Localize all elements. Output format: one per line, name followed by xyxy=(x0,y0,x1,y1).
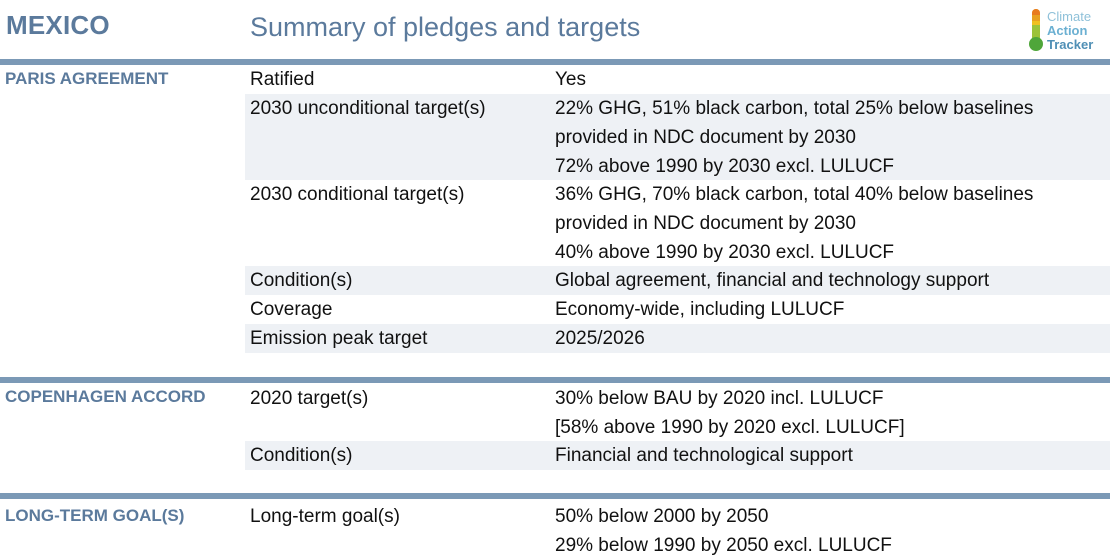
row-value-line: 36% GHG, 70% black carbon, total 40% bel… xyxy=(555,184,1034,205)
row-value: 22% GHG, 51% black carbon, total 25% bel… xyxy=(555,94,1033,181)
row-label: 2020 target(s) xyxy=(250,388,369,409)
row-value: 50% below 2000 by 2050 29% below 1990 by… xyxy=(555,502,892,557)
row-label: Condition(s) xyxy=(250,270,353,291)
row-value-line: 50% below 2000 by 2050 xyxy=(555,506,769,527)
row-value: 30% below BAU by 2020 incl. LULUCF [58% … xyxy=(555,384,905,442)
row-value: Yes xyxy=(555,65,586,94)
row-value-line: 2025/2026 xyxy=(555,328,645,349)
row-value-line: Economy-wide, including LULUCF xyxy=(555,299,845,320)
section-divider xyxy=(0,59,1110,65)
section-title-paris-agreement: PARIS AGREEMENT xyxy=(5,69,169,88)
logo-text-climate: Climate xyxy=(1047,9,1092,24)
row-label: Condition(s) xyxy=(250,445,353,466)
section-title-long-term-goals: LONG-TERM GOAL(S) xyxy=(5,506,185,525)
row-value: Economy-wide, including LULUCF xyxy=(555,295,844,324)
row-label: Ratified xyxy=(250,69,315,90)
row-value: Global agreement, financial and technolo… xyxy=(555,266,989,295)
logo-text-tracker: Tracker xyxy=(1047,37,1094,52)
table-row: Condition(s) Global agreement, financial… xyxy=(245,266,1110,295)
row-value-line: 29% below 1990 by 2050 excl. LULUCF xyxy=(555,535,892,556)
section-divider xyxy=(0,377,1110,383)
table-row: Emission peak target 2025/2026 xyxy=(245,324,1110,353)
table-row: Condition(s) Financial and technological… xyxy=(245,441,1110,470)
row-label: Emission peak target xyxy=(250,328,428,349)
row-value-line: 72% above 1990 by 2030 excl. LULUCF xyxy=(555,156,895,177)
table-row: Ratified Yes xyxy=(245,65,1110,94)
row-value-line: provided in NDC document by 2030 xyxy=(555,213,857,234)
section-title-copenhagen-accord: COPENHAGEN ACCORD xyxy=(5,387,206,406)
row-value-line: Financial and technological support xyxy=(555,445,853,466)
row-value-line: [58% above 1990 by 2020 excl. LULUCF] xyxy=(555,417,905,438)
row-value: 2025/2026 xyxy=(555,324,645,353)
row-value-line: Yes xyxy=(555,69,586,90)
row-value-line: provided in NDC document by 2030 xyxy=(555,127,857,148)
climate-action-tracker-logo: Climate Action Tracker xyxy=(1026,8,1110,54)
row-value-line: 40% above 1990 by 2030 excl. LULUCF xyxy=(555,242,895,263)
section-divider xyxy=(0,493,1110,499)
row-label: 2030 conditional target(s) xyxy=(250,184,465,205)
table-row: 2030 conditional target(s) 36% GHG, 70% … xyxy=(245,180,1110,266)
row-label: 2030 unconditional target(s) xyxy=(250,98,486,119)
table-row: Coverage Economy-wide, including LULUCF xyxy=(245,295,1110,324)
row-value-line: Global agreement, financial and technolo… xyxy=(555,270,990,291)
table-row: 2020 target(s) 30% below BAU by 2020 inc… xyxy=(245,384,1110,440)
row-value-line: 22% GHG, 51% black carbon, total 25% bel… xyxy=(555,98,1034,119)
table-row: Long-term goal(s) 50% below 2000 by 2050… xyxy=(245,502,1110,557)
row-value-line: 30% below BAU by 2020 incl. LULUCF xyxy=(555,388,884,409)
logo-text-action: Action xyxy=(1047,23,1088,38)
page-title: Summary of pledges and targets xyxy=(250,12,641,42)
thermometer-icon xyxy=(1029,9,1043,51)
row-label: Long-term goal(s) xyxy=(250,506,400,527)
row-value: 36% GHG, 70% black carbon, total 40% bel… xyxy=(555,180,1033,267)
country-name: MEXICO xyxy=(6,10,110,40)
row-label: Coverage xyxy=(250,299,333,320)
row-value: Financial and technological support xyxy=(555,441,853,470)
table-row: 2030 unconditional target(s) 22% GHG, 51… xyxy=(245,94,1110,180)
